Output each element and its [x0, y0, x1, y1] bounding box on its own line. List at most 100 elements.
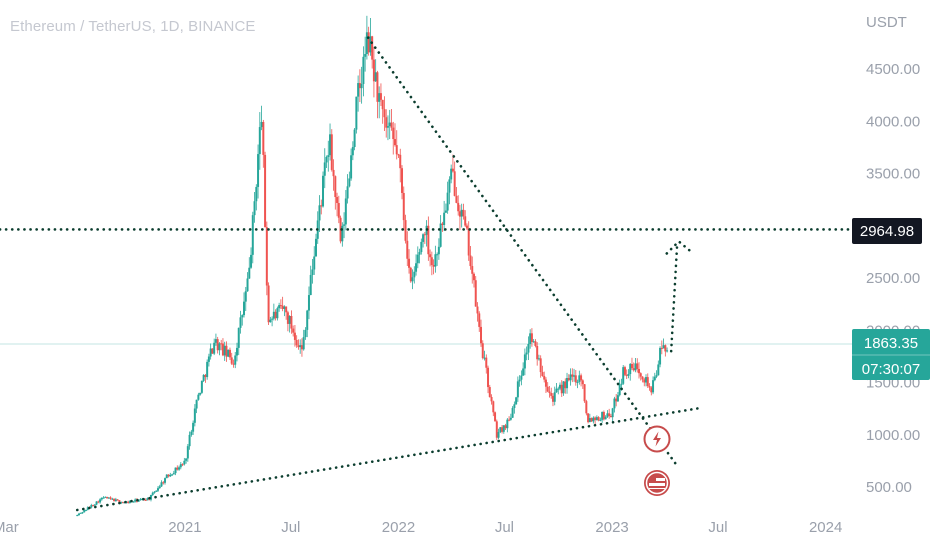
us-flag-event-icon[interactable]: [644, 470, 670, 496]
candle-body: [423, 234, 426, 236]
candle-body: [81, 512, 84, 514]
candle-body: [265, 227, 268, 286]
projection-line: [669, 245, 679, 353]
candle-body: [634, 363, 637, 371]
candle-body: [625, 374, 628, 376]
candle-body: [516, 381, 519, 398]
candle-body: [478, 313, 481, 327]
candle-body: [567, 378, 570, 381]
candle-body: [192, 422, 195, 432]
candle-body: [274, 311, 277, 319]
candle-body: [530, 333, 533, 342]
candle-body: [357, 83, 360, 97]
candle-body: [390, 122, 393, 128]
candle-body: [485, 357, 488, 368]
candle-body: [285, 306, 288, 313]
candle-body: [214, 339, 217, 343]
candle-body: [164, 478, 167, 483]
candle-body: [476, 306, 479, 314]
candle-body: [211, 348, 214, 354]
candle-body: [588, 418, 591, 423]
candle-body: [546, 386, 549, 392]
candle-body: [318, 205, 321, 221]
x-tick-label: Jul: [495, 519, 514, 536]
candle-body: [481, 343, 484, 358]
candle-body: [197, 394, 200, 400]
candle-body: [139, 499, 142, 501]
candle-body: [90, 505, 93, 508]
candle-body: [304, 329, 307, 338]
candle-body: [418, 252, 421, 255]
candle-body: [278, 305, 281, 309]
candle-body: [615, 398, 618, 402]
candle-body: [557, 388, 560, 390]
candle-body: [178, 467, 181, 470]
candle-body: [427, 225, 430, 255]
candle-body: [406, 240, 409, 259]
candle-body: [332, 169, 335, 177]
candle-body: [513, 404, 516, 409]
lightning-event-icon[interactable]: [643, 425, 671, 453]
candle-body: [371, 36, 374, 60]
candle-body: [562, 381, 565, 394]
y-tick-label: 500.00: [866, 479, 912, 496]
candle-body: [550, 393, 553, 396]
candle-body: [216, 339, 219, 351]
candle-body: [102, 497, 105, 499]
candle-body: [636, 363, 639, 369]
candle-body: [397, 154, 400, 156]
candle-body: [457, 202, 460, 212]
candle-body: [372, 59, 375, 82]
candle-body: [548, 391, 551, 394]
candle-body: [185, 458, 188, 461]
support-trendline: [75, 406, 705, 512]
candle-body: [358, 83, 361, 89]
candle-body: [207, 356, 210, 362]
candle-body: [436, 254, 439, 256]
candle-body: [188, 434, 191, 447]
candle-body: [490, 396, 493, 402]
candle-body: [323, 162, 326, 176]
candle-body: [574, 375, 577, 383]
y-tick-label: 2500.00: [866, 270, 920, 287]
candle-body: [144, 499, 147, 501]
candle-body: [541, 372, 544, 376]
candle-body: [79, 512, 82, 514]
candle-body: [472, 273, 475, 281]
candle-body: [355, 96, 358, 130]
candle-body: [611, 408, 614, 418]
candle-body: [652, 380, 655, 393]
candle-body: [155, 490, 158, 492]
candle-body: [127, 501, 130, 503]
candle-body: [311, 269, 314, 275]
candlestick-series: [76, 15, 669, 517]
candle-body: [330, 134, 333, 170]
candle-body: [515, 397, 518, 405]
projection-arrow-head: [665, 239, 693, 255]
candle-body: [566, 378, 569, 389]
y-tick-label: 4500.00: [866, 61, 920, 78]
candle-body: [573, 375, 576, 377]
time-axis: Mar 2021 Jul 2022 Jul 2023 Jul 2024: [0, 519, 842, 536]
candle-body: [255, 186, 258, 202]
candle-body: [334, 176, 337, 198]
candle-body: [488, 387, 491, 397]
candle-body: [128, 501, 131, 503]
candle-body: [497, 432, 500, 438]
candle-body: [386, 126, 389, 128]
candle-body: [299, 345, 302, 348]
candle-body: [467, 228, 470, 256]
candle-body: [601, 411, 604, 420]
candle-body: [99, 499, 102, 503]
candle-body: [536, 346, 539, 360]
candle-body: [448, 179, 451, 193]
candle-body: [534, 341, 537, 347]
x-tick-label: 2022: [382, 519, 415, 536]
candle-body: [218, 343, 221, 351]
candle-body: [346, 186, 349, 199]
candle-body: [113, 498, 116, 502]
candle-body: [221, 343, 224, 356]
symbol-title[interactable]: Ethereum / TetherUS, 1D, BINANCE: [10, 18, 256, 35]
